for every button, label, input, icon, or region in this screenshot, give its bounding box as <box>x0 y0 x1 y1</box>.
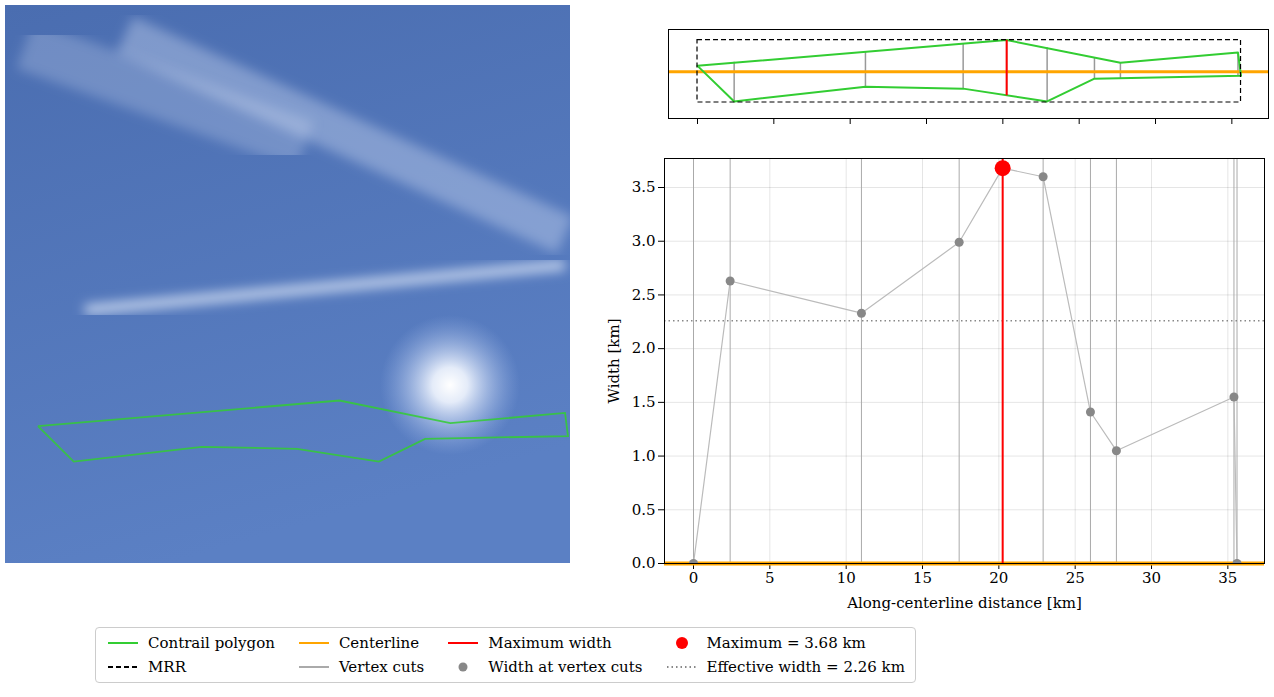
html-text:Maximum = 3.68 km: Maximum = 3.68 km <box>706 634 866 652</box>
svg-text:15: 15 <box>913 569 932 587</box>
svg-text:1.5: 1.5 <box>632 393 656 411</box>
svg-text:2.5: 2.5 <box>632 286 656 304</box>
html-text:Maximum width: Maximum width <box>488 634 612 652</box>
svg-text:0.5: 0.5 <box>632 501 656 519</box>
svg-text:5: 5 <box>765 569 775 587</box>
svg-text:1.0: 1.0 <box>632 447 656 465</box>
html-text:Vertex cuts: Vertex cuts <box>338 658 425 676</box>
svg-text:2.0: 2.0 <box>632 339 656 357</box>
svg-text:0: 0 <box>689 569 699 587</box>
svg-text:10: 10 <box>837 569 856 587</box>
html-text:Contrail polygon: Contrail polygon <box>148 634 275 652</box>
svg-text:25: 25 <box>1066 569 1085 587</box>
svg-text:35: 35 <box>1218 569 1237 587</box>
svg-text:30: 30 <box>1142 569 1161 587</box>
svg-text:3.5: 3.5 <box>632 178 656 196</box>
svg-text:3.0: 3.0 <box>632 232 656 250</box>
html-text:Width at vertex cuts: Width at vertex cuts <box>488 658 643 676</box>
html-text:Effective width = 2.26 km: Effective width = 2.26 km <box>706 658 905 676</box>
svg-text:0.0: 0.0 <box>632 554 656 572</box>
svg-text:Width [km]: Width [km] <box>605 318 623 403</box>
html-text:MRR: MRR <box>148 658 186 676</box>
svg-text:20: 20 <box>989 569 1008 587</box>
svg-text:Along-centerline distance [km]: Along-centerline distance [km] <box>846 594 1082 612</box>
html-text:Centerline: Centerline <box>338 634 420 652</box>
